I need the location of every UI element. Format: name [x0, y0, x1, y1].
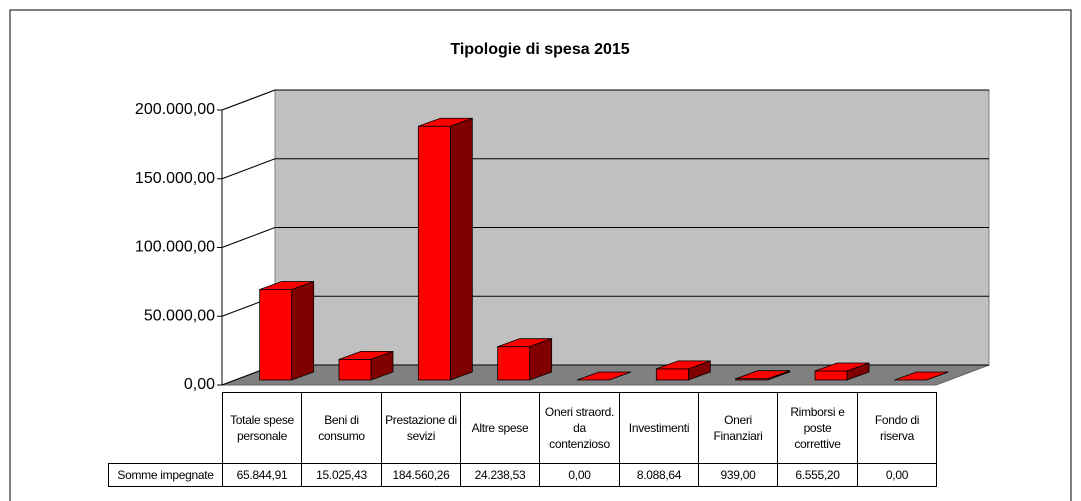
grid-line [221, 227, 276, 248]
bar-front [814, 370, 848, 381]
y-tick-label: 150.000,00 [135, 170, 215, 187]
bar-top [576, 371, 632, 381]
data-label: 0,00 [539, 463, 620, 487]
data-label: 0,00 [857, 463, 937, 487]
bar-top [418, 117, 473, 127]
bar [417, 117, 473, 381]
bar-front [338, 358, 372, 381]
bar-front [497, 346, 531, 381]
y-tick-label: 0,00 [184, 376, 215, 393]
data-label: 8.088,64 [619, 463, 699, 487]
bar-front [259, 289, 293, 381]
data-label: 15.025,43 [301, 463, 382, 487]
y-tick-label: 200.000,00 [135, 101, 215, 118]
bar-top [814, 362, 870, 372]
x-tick-label: Oneri Finanziari [698, 392, 778, 464]
bar-top [735, 370, 790, 380]
bar-top [894, 371, 949, 381]
data-label: 939,00 [698, 463, 778, 487]
legend-entry: Somme impegnate [108, 463, 223, 487]
bar-top [338, 350, 394, 360]
x-tick-label: Oneri straord. da contenzioso [539, 392, 620, 464]
bar [735, 370, 791, 381]
chart-title: Tipologie di spesa 2015 [450, 41, 629, 58]
data-label: 184.560,26 [381, 463, 461, 487]
bar-top [497, 338, 552, 348]
x-tick-label: Beni di consumo [301, 392, 382, 464]
bar-side [449, 117, 473, 381]
bar-top [656, 360, 711, 370]
bar [814, 362, 870, 381]
grid-line [221, 89, 276, 111]
bar [655, 360, 711, 381]
x-tick-label: Rimborsi e poste correttive [777, 392, 858, 464]
y-tick-label: 100.000,00 [135, 239, 215, 256]
x-tick-label: Investimenti [619, 392, 699, 464]
bar [576, 371, 632, 381]
bar [338, 350, 394, 381]
bar-front [417, 125, 451, 381]
bar-front [655, 368, 689, 381]
grid-line [221, 158, 276, 180]
bar [259, 280, 315, 381]
bar-side [291, 280, 315, 381]
x-tick-label: Prestazione di sevizi [381, 392, 461, 464]
bar [894, 371, 949, 381]
x-tick-label: Altre spese [460, 392, 540, 464]
data-label: 65.844,91 [222, 463, 302, 487]
data-label: 24.238,53 [460, 463, 540, 487]
x-tick-label: Fondo di riserva [857, 392, 937, 464]
x-tick-label: Totale spese personale [222, 392, 302, 464]
y-tick-label: 50.000,00 [144, 307, 215, 324]
bar-top [259, 281, 314, 290]
bar [497, 338, 553, 381]
data-label: 6.555,20 [777, 463, 858, 487]
